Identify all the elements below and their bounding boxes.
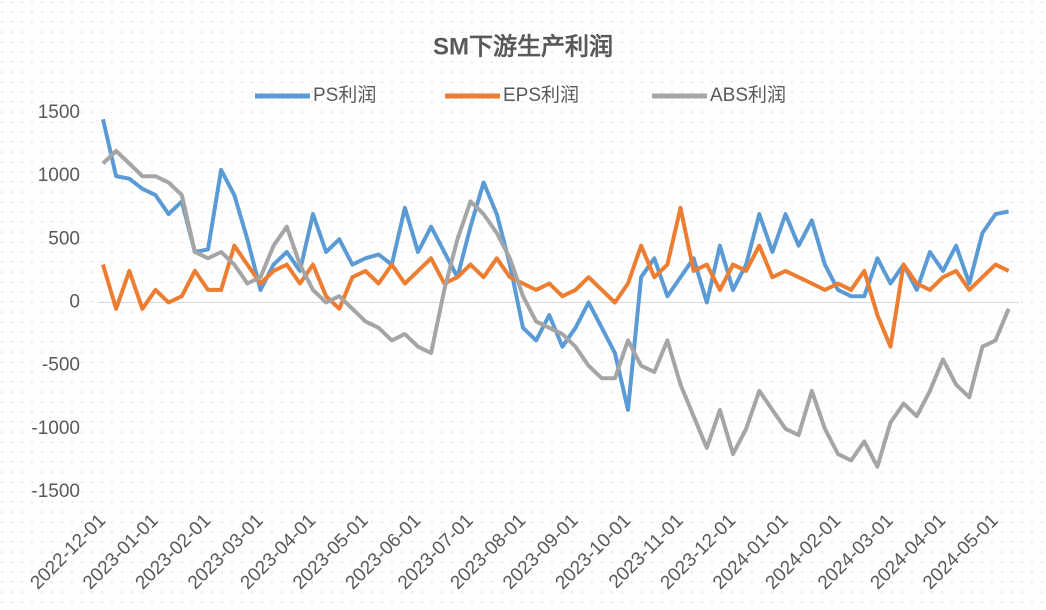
y-tick-label: -1500 xyxy=(31,481,80,502)
legend-label: ABS利润 xyxy=(710,84,786,106)
y-tick-label: -1000 xyxy=(31,418,80,439)
chart-title: SM下游生产利润 xyxy=(433,32,613,60)
y-tick-label: 0 xyxy=(69,292,80,313)
y-tick-label: 500 xyxy=(48,228,80,249)
y-tick-label: 1000 xyxy=(38,165,80,186)
series-line xyxy=(101,205,1010,349)
y-tick-label: 1500 xyxy=(38,102,80,123)
legend-label: EPS利润 xyxy=(503,84,579,106)
y-tick-label: -500 xyxy=(42,355,80,376)
series-line xyxy=(101,148,1011,469)
legend-label: PS利润 xyxy=(313,84,376,106)
